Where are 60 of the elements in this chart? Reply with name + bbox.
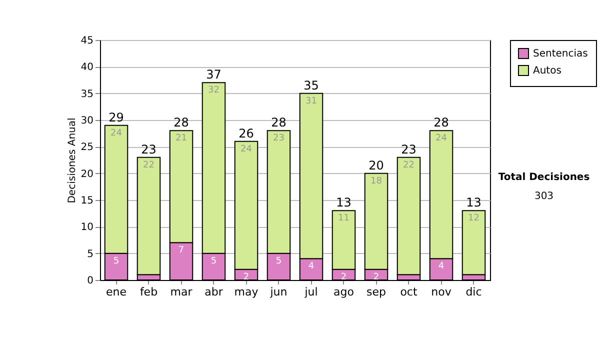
x-tick-label: sep xyxy=(366,286,386,298)
data-label: 23 xyxy=(273,134,284,144)
total-label: 20 xyxy=(368,158,384,172)
data-label: 11 xyxy=(338,214,350,224)
data-label: 24 xyxy=(110,128,122,138)
x-tick-label: nov xyxy=(431,286,452,298)
y-tick-label: 20 xyxy=(80,168,94,180)
total-label: 23 xyxy=(401,142,416,156)
data-label: 21 xyxy=(176,134,187,144)
y-tick-label: 45 xyxy=(80,36,94,46)
legend-label: Autos xyxy=(533,66,562,76)
data-label: 12 xyxy=(468,214,480,224)
y-tick-label: 0 xyxy=(87,276,94,286)
total-label: 13 xyxy=(466,196,482,210)
data-label: 22 xyxy=(143,160,154,170)
total-label: 37 xyxy=(206,68,222,82)
total-label: 29 xyxy=(108,110,124,124)
x-tick-label: oct xyxy=(400,286,418,298)
y-tick-label: 30 xyxy=(80,116,94,126)
data-label: 32 xyxy=(208,86,220,96)
x-tick-label: abr xyxy=(204,286,224,298)
total-label: 28 xyxy=(174,116,189,130)
x-tick-label: ene xyxy=(106,286,127,298)
data-label: 2 xyxy=(243,272,250,282)
data-label: 4 xyxy=(308,262,314,272)
total-label: 35 xyxy=(304,78,319,92)
total-label: 13 xyxy=(336,196,352,210)
legend-label: Sentencias xyxy=(533,48,588,60)
data-label: 22 xyxy=(403,160,414,170)
y-axis-title: Decisiones Anual xyxy=(66,118,78,204)
x-tick-label: mar xyxy=(170,286,193,298)
data-label: 7 xyxy=(178,246,184,256)
data-label: 31 xyxy=(306,96,317,106)
text: 303 xyxy=(533,191,555,202)
total-label: 28 xyxy=(434,116,449,130)
x-tick-label: jul xyxy=(304,286,318,298)
y-tick-label: 5 xyxy=(87,248,94,260)
x-tick-label: feb xyxy=(140,286,158,298)
x-tick-label: may xyxy=(234,286,259,298)
text: Total Decisiones xyxy=(497,172,591,183)
data-label: 5 xyxy=(276,256,282,266)
x-tick-label: jun xyxy=(269,286,288,298)
data-label: 2 xyxy=(373,272,380,282)
data-label: 24 xyxy=(240,144,252,154)
data-label: 5 xyxy=(113,256,120,266)
data-label: 5 xyxy=(210,256,217,266)
total-label: 26 xyxy=(238,126,254,140)
y-tick-label: 40 xyxy=(80,62,94,74)
data-label: 2 xyxy=(340,272,347,282)
x-tick-label: ago xyxy=(334,286,354,298)
total-label: 23 xyxy=(141,142,156,156)
y-tick-label: 15 xyxy=(80,196,94,206)
y-tick-label: 25 xyxy=(80,142,94,154)
y-tick-label: 35 xyxy=(80,88,94,100)
data-label: 4 xyxy=(438,262,444,272)
total-label: 28 xyxy=(271,116,286,130)
y-tick-label: 10 xyxy=(80,222,94,234)
data-label: 18 xyxy=(370,176,382,186)
data-label: 24 xyxy=(436,134,448,144)
x-tick-label: dic xyxy=(466,286,482,298)
